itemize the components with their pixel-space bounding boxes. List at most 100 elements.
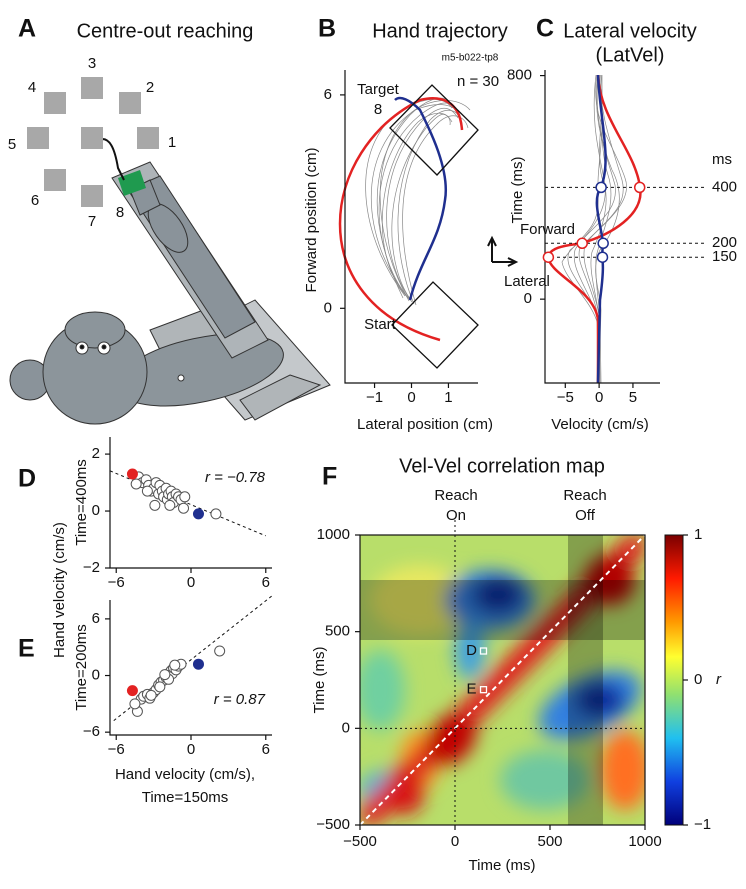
colorbar <box>665 535 683 825</box>
y-tick-label: 6 <box>324 86 332 103</box>
x-tick-label: −1 <box>366 389 383 406</box>
red-marker <box>635 182 645 192</box>
target-label: Target <box>357 81 400 98</box>
target-label: 4 <box>28 79 36 96</box>
scatter-point <box>215 646 225 656</box>
panel-letter: F <box>322 463 337 491</box>
y-tick-label: 2 <box>92 445 100 462</box>
map-point-label: D <box>466 642 477 659</box>
x-tick-label: 0 <box>187 741 195 758</box>
y-tick-label: −2 <box>83 559 100 576</box>
blue-point <box>193 508 204 519</box>
panel-letter: E <box>18 635 35 663</box>
red-trajectory <box>340 98 462 340</box>
y-tick-label: −500 <box>316 816 350 833</box>
target-label: 2 <box>146 79 154 96</box>
scatter-point <box>142 486 152 496</box>
y-axis-label: Time (ms) <box>509 157 526 224</box>
axis-line <box>110 437 272 568</box>
scatter-point <box>170 660 180 670</box>
target-square <box>81 185 103 207</box>
start-label: Start <box>364 316 397 333</box>
x-tick-label: 0 <box>595 389 603 406</box>
scatter-point <box>146 690 156 700</box>
n-label: n = 30 <box>457 73 499 90</box>
target-label: 8 <box>116 204 124 221</box>
panel-title: Hand trajectory <box>372 20 508 42</box>
target-label: 8 <box>374 101 382 118</box>
arrow-label: Lateral <box>504 273 550 290</box>
y-tick-label: 0 <box>342 719 350 736</box>
y-axis-label: Time=200ms <box>73 624 90 711</box>
figure: ACentre-out reaching12345678BHand trajec… <box>0 0 746 889</box>
correlation-map <box>355 535 652 825</box>
session-id: m5-b022-tp8 <box>442 53 499 64</box>
marker-unit: ms <box>712 151 732 168</box>
target-square <box>44 92 66 114</box>
x-axis-label: Hand velocity (cm/s), <box>115 766 255 783</box>
x-axis-label: Velocity (cm/s) <box>551 416 649 433</box>
x-tick-label: 0 <box>451 833 459 850</box>
target-label: 5 <box>8 136 16 153</box>
event-label: Reach <box>563 487 606 504</box>
scatter-point <box>180 492 190 502</box>
time-marker-label: 150 <box>712 248 737 265</box>
direction-arrows <box>488 238 516 266</box>
scatter-point <box>155 682 165 692</box>
red-point <box>127 469 138 480</box>
blue-point <box>193 659 204 670</box>
blue-marker <box>596 182 606 192</box>
x-tick-label: 1 <box>444 389 452 406</box>
map-point-label: E <box>466 681 476 698</box>
panel-letter: A <box>18 15 36 43</box>
x-tick-label: 6 <box>262 741 270 758</box>
target-square <box>137 127 159 149</box>
y-axis-label: Hand velocity (cm/s) <box>51 522 68 658</box>
scatter-point <box>131 479 141 489</box>
monkey-drawing <box>10 162 330 424</box>
scatter-point <box>150 500 160 510</box>
y-tick-label: 6 <box>92 610 100 627</box>
x-axis-label: Time (ms) <box>469 857 536 874</box>
r-label: r = −0.78 <box>205 469 266 486</box>
scatter-point <box>179 503 189 513</box>
red-marker <box>543 252 553 262</box>
target-label: 6 <box>31 192 39 209</box>
x-tick-label: 5 <box>629 389 637 406</box>
blue-marker <box>598 252 608 262</box>
x-tick-label: −500 <box>343 833 377 850</box>
axis-line <box>345 70 478 383</box>
y-axis-label: Time=400ms <box>73 459 90 546</box>
panel-subtitle: (LatVel) <box>596 44 665 66</box>
colorbar-label: r <box>716 671 722 688</box>
x-tick-label: 1000 <box>628 833 661 850</box>
target-label: 1 <box>168 134 176 151</box>
panel-title: Centre-out reaching <box>77 20 254 42</box>
y-tick-label: 0 <box>324 299 332 316</box>
target-square <box>119 92 141 114</box>
red-marker <box>577 238 587 248</box>
y-tick-label: 0 <box>92 502 100 519</box>
panel-title: Vel-Vel correlation map <box>399 455 605 477</box>
x-tick-label: −5 <box>557 389 574 406</box>
scatter-point <box>160 670 170 680</box>
colorbar-tick-label: 0 <box>694 671 702 688</box>
panel-title: Lateral velocity <box>563 20 696 42</box>
target-label: 3 <box>88 55 96 72</box>
y-tick-label: 800 <box>507 67 532 84</box>
x-tick-label: 500 <box>537 833 562 850</box>
event-label: Off <box>575 507 596 524</box>
x-tick-label: 0 <box>187 574 195 591</box>
x-tick-label: −6 <box>108 741 125 758</box>
target-label: 7 <box>88 213 96 230</box>
scatter-point <box>165 500 175 510</box>
event-label: Reach <box>434 487 477 504</box>
y-tick-label: 500 <box>325 623 350 640</box>
y-axis-label: Time (ms) <box>311 647 328 714</box>
target-square <box>44 169 66 191</box>
event-label: On <box>446 507 466 524</box>
scatter-point <box>130 699 140 709</box>
x-axis-label: Lateral position (cm) <box>357 416 493 433</box>
y-tick-label: 0 <box>92 666 100 683</box>
r-label: r = 0.87 <box>214 691 266 708</box>
